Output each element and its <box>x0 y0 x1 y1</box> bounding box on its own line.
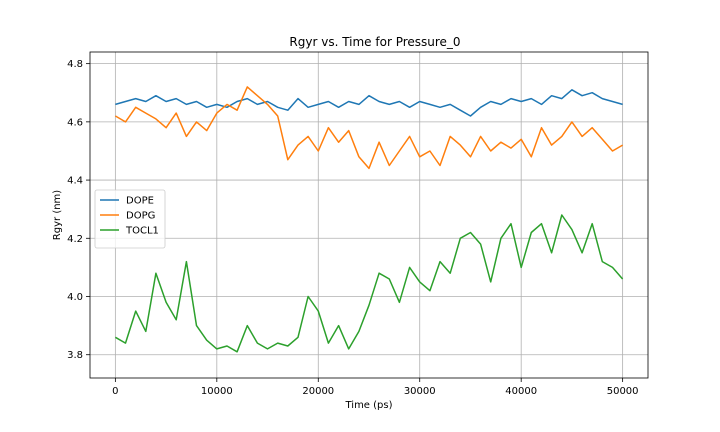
series-line-tocl1 <box>115 214 624 353</box>
chart-title: Rgyr vs. Time for Pressure_0 <box>289 35 460 49</box>
legend-label-tocl1: TOCL1 <box>125 226 159 237</box>
plot-frame <box>89 51 649 379</box>
legend-label-dopg: DOPG <box>126 211 155 222</box>
series-lines <box>115 86 624 353</box>
x-tick-label: 0 <box>112 386 118 397</box>
legend-label-dope: DOPE <box>126 196 154 207</box>
legend-box <box>94 189 166 249</box>
y-tick-label: 4.4 <box>67 176 83 187</box>
y-tick-label: 4.6 <box>67 117 83 128</box>
y-tick-label: 4.8 <box>67 59 83 70</box>
y-tick-label: 4.0 <box>67 292 83 303</box>
y-axis-ticks: 3.8 4.0 4.2 4.4 4.6 4.8 <box>67 59 90 361</box>
x-tick-label: 20000 <box>302 386 334 397</box>
x-axis-label: Time (ps) <box>344 400 392 411</box>
series-line-dopg <box>115 86 623 170</box>
y-tick-label: 4.2 <box>67 234 83 245</box>
y-tick-label: 3.8 <box>67 350 83 361</box>
x-tick-label: 30000 <box>404 386 436 397</box>
x-axis-ticks: 0 10000 20000 30000 40000 50000 <box>112 378 639 397</box>
grid-lines <box>90 52 648 378</box>
x-tick-label: 50000 <box>607 386 639 397</box>
y-axis-label: Rgyr (nm) <box>52 190 63 240</box>
legend: DOPE DOPG TOCL1 <box>94 189 166 249</box>
x-tick-label: 40000 <box>505 386 537 397</box>
x-tick-label: 10000 <box>201 386 233 397</box>
series-line-dope <box>115 89 623 117</box>
